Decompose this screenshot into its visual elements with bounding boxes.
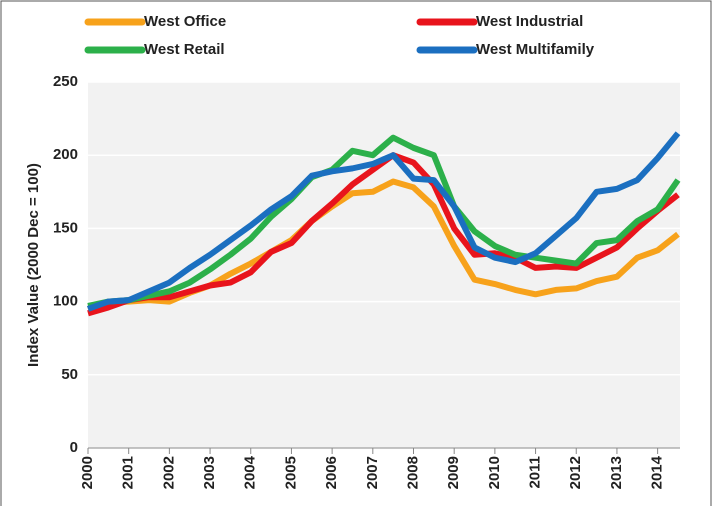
series-line xyxy=(87,134,681,309)
legend-label: West Multifamily xyxy=(476,41,595,58)
x-tick-label: 2009 xyxy=(445,456,462,489)
x-tick-label: 2001 xyxy=(120,456,137,489)
x-tick-label: 2010 xyxy=(486,456,503,489)
y-axis-label: Index Value (2000 Dec = 100) xyxy=(25,163,42,367)
legend-label: West Industrial xyxy=(476,13,583,30)
y-tick-label: 100 xyxy=(53,293,78,310)
x-tick-label: 2013 xyxy=(608,456,625,489)
x-tick-label: 2007 xyxy=(364,456,381,489)
x-tick-label: 2008 xyxy=(404,456,421,489)
y-tick-label: 200 xyxy=(53,146,78,163)
y-tick-label: 250 xyxy=(53,73,78,90)
x-tick-label: 2006 xyxy=(323,456,340,489)
x-tick-label: 2004 xyxy=(242,455,259,489)
x-tick-label: 2014 xyxy=(649,455,666,489)
x-tick-label: 2012 xyxy=(567,456,584,489)
x-tick-label: 2003 xyxy=(201,456,218,489)
x-tick-label: 2002 xyxy=(160,456,177,489)
series-line xyxy=(86,131,681,312)
y-tick-label: 0 xyxy=(70,439,78,456)
legend-label: West Office xyxy=(144,13,226,30)
plot-area xyxy=(88,82,680,448)
x-tick-label: 2000 xyxy=(79,456,96,489)
y-tick-label: 50 xyxy=(61,366,78,383)
y-tick-label: 150 xyxy=(53,219,78,236)
x-tick-label: 2011 xyxy=(527,456,544,489)
x-tick-label: 2005 xyxy=(282,456,299,489)
legend-label: West Retail xyxy=(144,41,225,58)
